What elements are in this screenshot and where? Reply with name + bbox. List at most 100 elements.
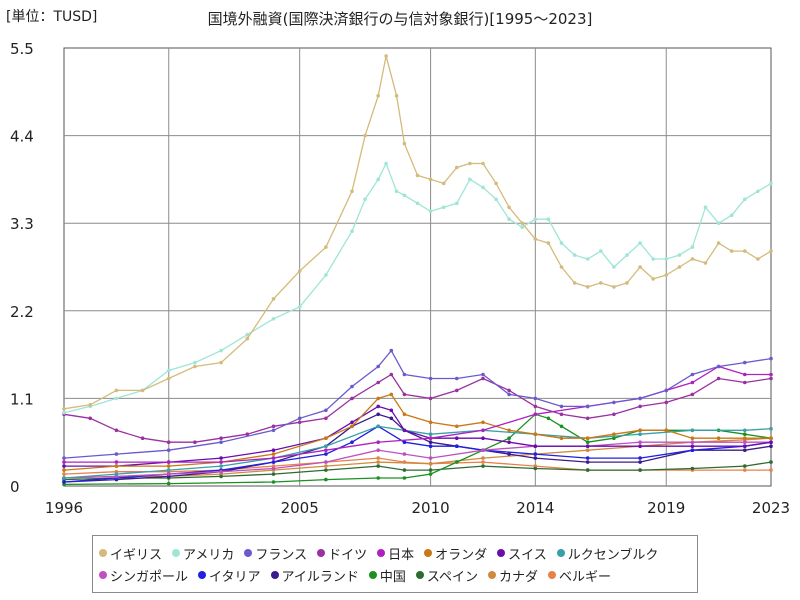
data-point [428, 376, 433, 381]
data-point [533, 217, 538, 221]
data-point [533, 466, 538, 471]
data-point [271, 472, 276, 476]
data-point [428, 440, 433, 445]
data-point [533, 444, 538, 449]
data-point [166, 448, 171, 453]
data-point [690, 448, 695, 453]
data-point [324, 444, 328, 449]
data-point [376, 177, 381, 182]
data-point [441, 205, 446, 210]
data-point [402, 428, 407, 433]
legend-label: フランス [255, 547, 308, 563]
legend-marker-icon [547, 571, 556, 579]
data-point [402, 392, 407, 397]
data-point [428, 177, 433, 182]
data-point [389, 348, 394, 353]
x-tick-label: 1996 [45, 499, 83, 517]
data-point [402, 440, 407, 445]
data-point [271, 297, 276, 301]
data-point [62, 464, 66, 468]
data-point [690, 245, 695, 249]
data-point [546, 241, 551, 245]
data-point [664, 257, 669, 261]
legend-label: アイルランド [281, 569, 359, 585]
data-point [219, 469, 223, 474]
data-point [743, 372, 747, 377]
series-line [63, 441, 771, 479]
legend-marker-icon [424, 549, 433, 557]
data-point [389, 372, 394, 377]
data-point [324, 273, 328, 277]
data-point [533, 396, 538, 401]
data-point [402, 452, 407, 456]
data-point [690, 428, 695, 433]
legend-item: アメリカ [172, 544, 234, 563]
data-point [350, 424, 354, 429]
data-point [559, 436, 564, 441]
data-point [219, 474, 223, 479]
data-point [585, 416, 590, 421]
data-point [677, 253, 682, 257]
data-point [546, 217, 551, 221]
data-point [481, 376, 485, 381]
data-point [62, 456, 66, 460]
legend-label: ベルギー [558, 569, 611, 585]
data-point [402, 372, 407, 377]
data-point [690, 392, 695, 397]
data-point [389, 416, 394, 421]
data-point [533, 237, 538, 241]
data-point [743, 380, 747, 385]
data-point [769, 468, 773, 472]
data-point [612, 265, 616, 269]
data-point [769, 249, 773, 253]
data-point [585, 285, 590, 289]
legend-item: オランダ [424, 544, 487, 563]
legend-item: フランス [244, 544, 307, 563]
data-point [324, 245, 328, 249]
data-point [585, 456, 590, 460]
data-point [166, 460, 171, 464]
data-point [415, 173, 420, 178]
data-point [690, 440, 695, 445]
y-tick-label: 5.5 [10, 40, 34, 58]
data-point [114, 464, 119, 468]
data-point [533, 432, 538, 437]
data-point [88, 403, 92, 407]
data-point [651, 257, 655, 261]
data-point [88, 416, 92, 421]
data-point [651, 277, 655, 281]
data-point [625, 253, 629, 257]
data-point [481, 185, 485, 190]
data-point [638, 428, 642, 433]
legend-label: ルクセンブルク [567, 547, 659, 563]
data-point [114, 452, 119, 456]
data-point [363, 197, 367, 202]
data-point [376, 94, 381, 98]
data-point [166, 468, 171, 472]
data-point [769, 376, 773, 381]
data-point [297, 420, 302, 425]
data-point [114, 460, 119, 464]
data-point [664, 428, 669, 433]
data-point [245, 432, 250, 437]
data-point [245, 332, 250, 337]
data-point [716, 436, 721, 441]
data-point [533, 456, 538, 460]
data-point [271, 460, 276, 464]
data-point [271, 424, 276, 429]
legend-marker-icon [172, 549, 181, 557]
data-point [664, 273, 669, 277]
data-point [638, 265, 642, 269]
data-point [507, 428, 511, 433]
data-point [219, 460, 223, 464]
legend-item: ベルギー [547, 566, 611, 585]
data-point [193, 364, 197, 369]
data-point [62, 468, 66, 472]
data-point [690, 436, 695, 441]
data-point [324, 408, 328, 413]
chart-title: 国境外融資(国際決済銀行の与信対象銀行)[1995～2023] [207, 10, 593, 28]
data-point [376, 380, 381, 385]
legend-marker-icon [99, 549, 107, 557]
data-point [455, 376, 459, 381]
